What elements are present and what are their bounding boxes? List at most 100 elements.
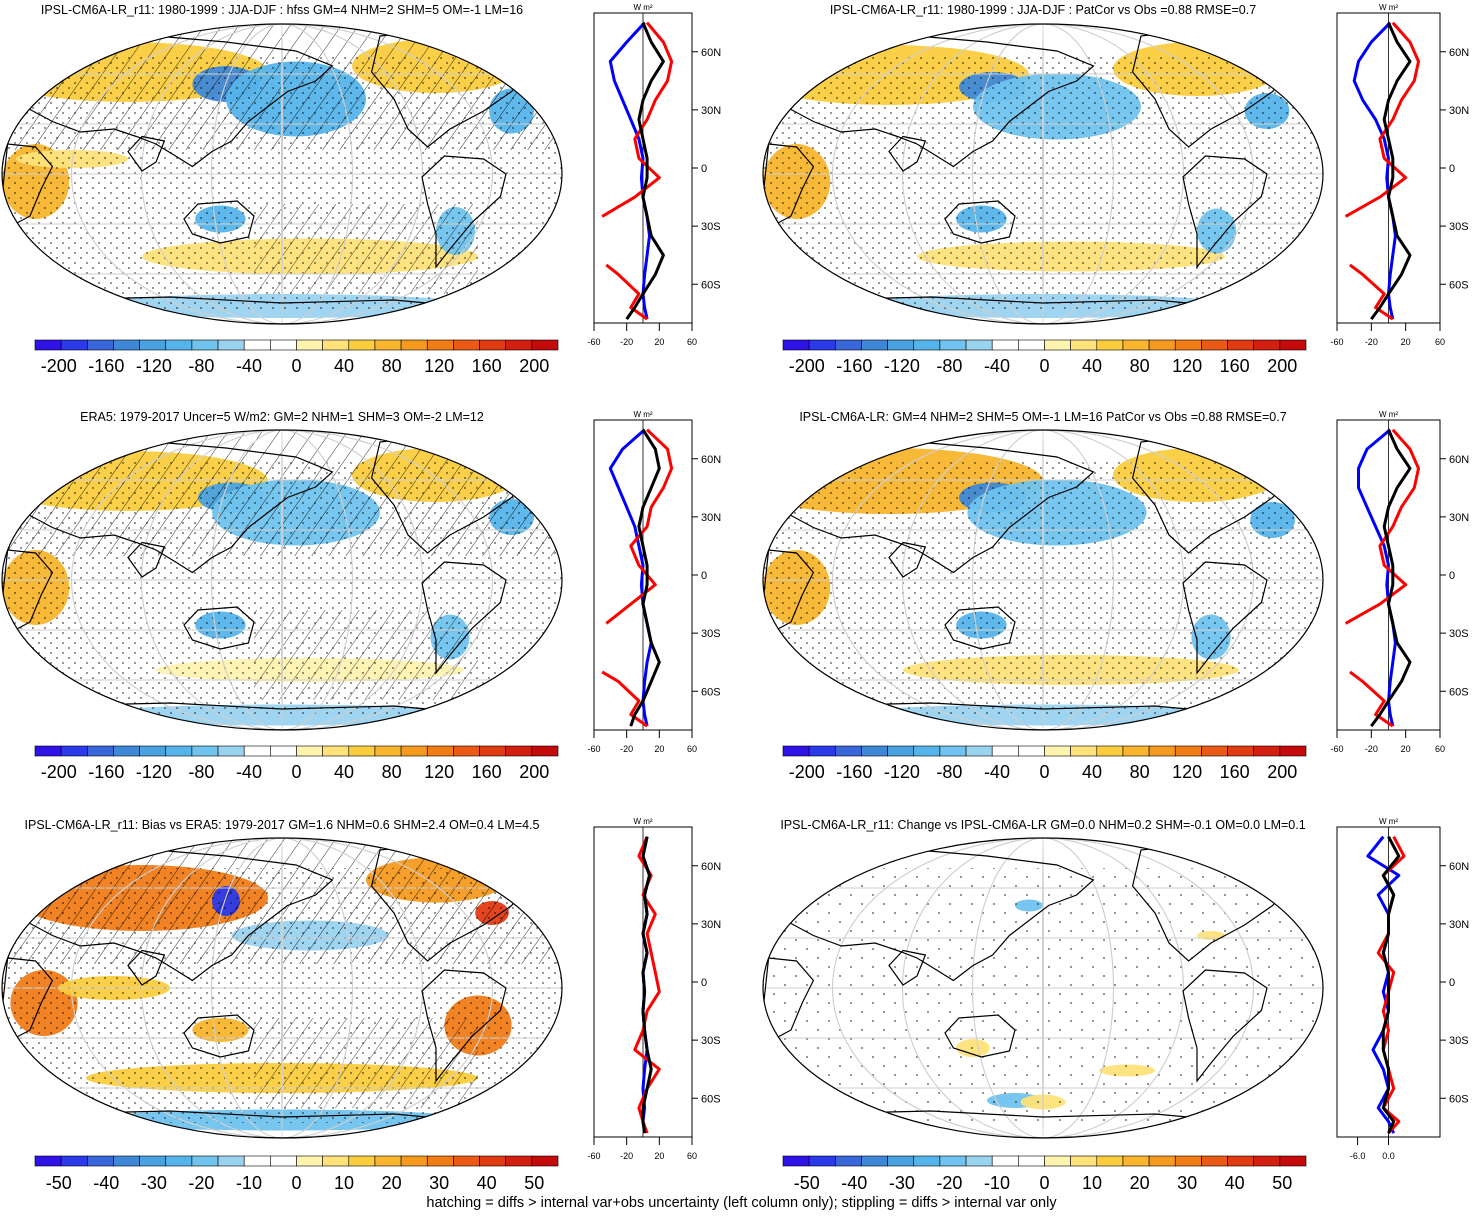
continent-samerica <box>1183 970 1267 1081</box>
continent-australia <box>945 1015 1015 1057</box>
colorbar-swatch <box>453 745 480 757</box>
x-tick-label: 20 <box>1401 337 1411 347</box>
colorbar-swatch <box>1044 745 1071 757</box>
colorbar-swatch <box>939 745 967 757</box>
colorbar-tick-label: -50 <box>794 1173 820 1193</box>
meridian-line <box>832 430 1254 730</box>
colorbar-tick-label: 200 <box>519 762 549 782</box>
colorbar-tick-label: -10 <box>236 1173 262 1193</box>
profile-units: W m² <box>633 3 652 12</box>
colorbar-swatch <box>782 745 810 757</box>
colorbar-tick-label: -200 <box>41 762 77 782</box>
colorbar-swatch <box>808 1155 836 1167</box>
x-tick-label: -60 <box>587 1151 600 1161</box>
panel-title: ERA5: 1979-2017 Uncer=5 W/m2: GM=2 NHM=1… <box>80 410 484 424</box>
profile-line-model-obs <box>1370 22 1412 320</box>
colorbar-swatch <box>531 339 559 351</box>
meridian-line <box>902 838 1184 1138</box>
colorbar-tick-label: -120 <box>136 762 172 782</box>
colorbar-swatch <box>1122 745 1150 757</box>
continent-samerica <box>422 156 506 267</box>
colorbar-swatch <box>1018 1155 1045 1167</box>
continent-australia <box>184 1015 254 1057</box>
x-tick-label: 60 <box>687 744 697 754</box>
meridian-line <box>832 838 1254 1138</box>
panel-row2-right: IPSL-CM6A-LR: GM=4 NHM=2 SHM=5 OM=-1 LM=… <box>762 410 1469 782</box>
x-tick-label: 20 <box>654 337 664 347</box>
colorbar-tick-label: 200 <box>519 356 549 376</box>
colorbar-swatch <box>861 745 888 757</box>
colorbar-swatch <box>1174 745 1202 757</box>
lat-tick-label: 60N <box>701 454 721 466</box>
meridian-line <box>141 430 423 730</box>
continent-eurasia <box>769 36 1094 167</box>
colorbar-swatch <box>913 1155 941 1167</box>
colorbar-swatch <box>1279 745 1307 757</box>
continent-australia <box>945 201 1015 243</box>
colorbar-swatch <box>400 1155 428 1167</box>
continent-eurasia <box>769 850 1094 981</box>
panel-title: IPSL-CM6A-LR_r11: 1980-1999 : JJA-DJF : … <box>830 3 1256 17</box>
profile-line-model <box>608 21 651 320</box>
lat-tick-label: 30S <box>1449 221 1469 233</box>
colorbar-tick-label: -160 <box>88 762 124 782</box>
continent-india <box>889 543 925 578</box>
map-border <box>762 429 1324 731</box>
profile-line-model-obs <box>1381 835 1401 1134</box>
profile-line-obs <box>1344 21 1420 321</box>
hatching-south <box>254 610 478 700</box>
meridian-line <box>141 838 423 1138</box>
hatching-south <box>254 204 478 294</box>
colorbar-swatch <box>139 339 167 351</box>
colorbar-swatch <box>834 339 862 351</box>
colorbar-swatch <box>322 745 350 757</box>
colorbar-tick-label: 50 <box>524 1173 544 1193</box>
colorbar-swatch <box>191 1155 219 1167</box>
lat-tick-label: 0 <box>1449 977 1455 989</box>
lat-tick-label: 0 <box>701 977 707 989</box>
lat-tick-label: 60S <box>701 686 721 698</box>
lat-tick-label: 30N <box>1449 105 1469 117</box>
profile-line-model <box>1357 428 1397 727</box>
colorbar-tick-label: 40 <box>1082 356 1102 376</box>
zonal-profile: W m² 60N 30N 0 30S 60S -60 -20 20 60 <box>587 410 721 754</box>
colorbar: -50 -40 -30 -20 -10 0 10 20 30 40 50 <box>782 1155 1307 1193</box>
meridian-line <box>1042 430 1044 730</box>
x-tick-label: 60 <box>1435 744 1445 754</box>
meridian-line <box>972 838 1114 1138</box>
x-tick-label: 20 <box>654 744 664 754</box>
colorbar-swatch <box>531 1155 559 1167</box>
colorbar-swatch <box>217 745 245 757</box>
meridian-line <box>71 24 493 324</box>
colorbar-swatch <box>139 745 167 757</box>
colorbar-swatch <box>1253 339 1281 351</box>
colorbar-swatch <box>270 339 297 351</box>
colorbar-swatch <box>1174 1155 1202 1167</box>
colorbar-tick-label: 10 <box>1082 1173 1102 1193</box>
colorbar-swatch <box>322 1155 350 1167</box>
lat-tick-label: 30N <box>701 512 721 524</box>
colorbar-tick-label: 40 <box>1082 762 1102 782</box>
profile-line-model-obs <box>1370 429 1412 727</box>
continent-samerica <box>1183 156 1267 267</box>
profile-units: W m² <box>633 410 652 419</box>
lat-tick-label: 0 <box>701 570 707 582</box>
hatching-south <box>254 1018 478 1108</box>
colorbar-swatch <box>913 339 941 351</box>
colorbar-swatch <box>374 339 402 351</box>
lat-tick-label: 30S <box>1449 1035 1469 1047</box>
colorbar-swatch <box>34 339 62 351</box>
lat-tick-label: 60S <box>701 279 721 291</box>
colorbar-swatch <box>1070 339 1098 351</box>
x-tick-label: 60 <box>687 337 697 347</box>
lat-tick-label: 30S <box>701 628 721 640</box>
continent-eurasia <box>8 442 333 573</box>
lat-tick-label: 60N <box>1449 454 1469 466</box>
x-tick-label: 60 <box>687 1151 697 1161</box>
x-tick-label: 20 <box>654 1151 664 1161</box>
colorbar-swatch <box>887 1155 915 1167</box>
profile-line-model <box>1366 835 1401 1134</box>
colorbar-swatch <box>965 1155 993 1167</box>
colorbar-tick-label: 20 <box>1130 1173 1150 1193</box>
colorbar-tick-label: 50 <box>1272 1173 1292 1193</box>
